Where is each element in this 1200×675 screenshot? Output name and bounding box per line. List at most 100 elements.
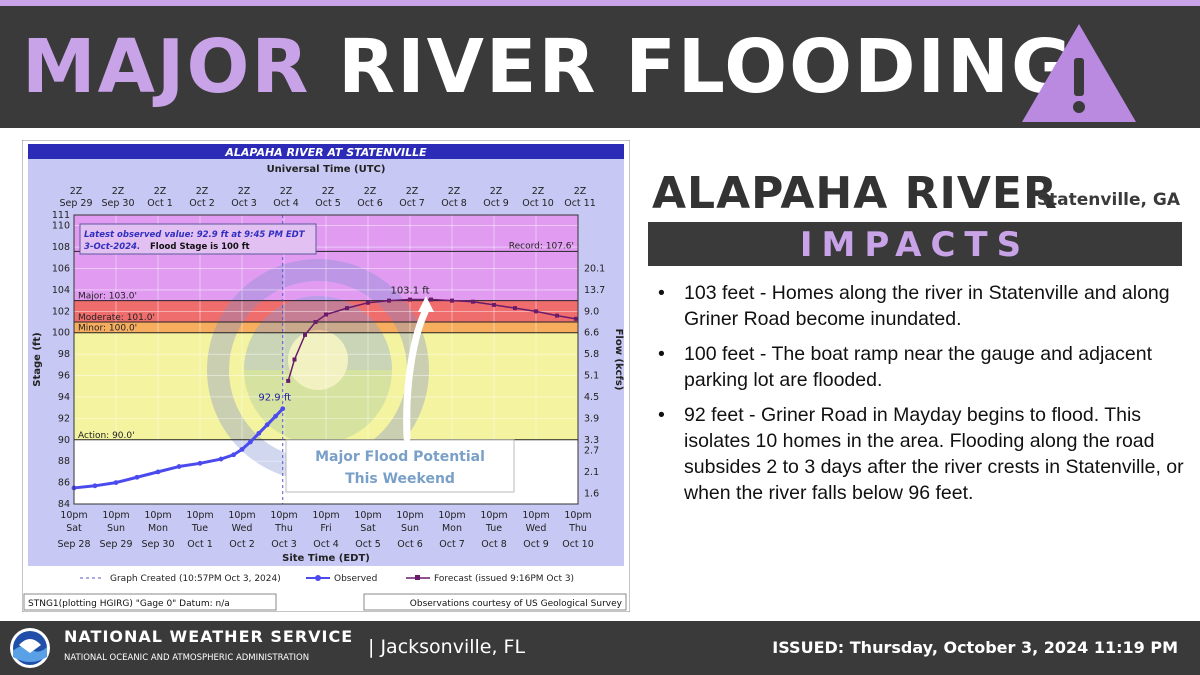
top-tick-date: Oct 1 [147, 198, 173, 209]
x-tick-day: Sat [360, 523, 376, 534]
legend-forecast: Forecast (issued 9:16PM Oct 3) [434, 574, 574, 584]
callout-arrow [403, 308, 429, 442]
forecast-point [534, 309, 538, 314]
parent-agency: NATIONAL OCEANIC AND ATMOSPHERIC ADMINIS… [64, 653, 310, 663]
top-axis-band [28, 159, 624, 215]
datum-note: STNG1(plotting HGIRG) "Gage 0" Datum: n/… [28, 599, 230, 609]
y2-tick-label: 2.7 [584, 445, 599, 456]
top-tick-hour: 2Z [406, 186, 419, 197]
x-tick-day: Tue [191, 523, 208, 534]
x-tick-day: Sat [66, 523, 82, 534]
x-tick-date: Sep 30 [141, 539, 174, 550]
x-tick-day: Thu [274, 523, 293, 534]
y-tick-label: 94 [58, 392, 70, 403]
forecast-point [292, 357, 297, 362]
forecast-point [303, 332, 307, 337]
y2-tick-label: 13.7 [584, 285, 605, 296]
x-tick-date: Oct 10 [562, 539, 594, 550]
issued-value: Thursday, October 3, 2024 11:19 PM [849, 638, 1178, 657]
top-tick-date: Oct 10 [522, 198, 554, 209]
x-tick-time: 10pm [60, 510, 87, 521]
y2-tick-label: 9.0 [584, 306, 599, 317]
plot-border [73, 214, 579, 505]
x-tick-date: Oct 8 [481, 539, 507, 550]
x-tick-time: 10pm [354, 510, 381, 521]
x-tick-time: 10pm [312, 510, 339, 521]
issued-label: ISSUED: [772, 638, 845, 657]
hydrograph-panel: ALAPAHA RIVER AT STATENVILLE Universal T… [21, 139, 631, 613]
callout-arrowhead [418, 296, 434, 312]
headline-rest: RIVER FLOODING [338, 24, 1074, 110]
footer-bar: NATIONAL WEATHER SERVICE NATIONAL OCEANI… [0, 621, 1200, 675]
observed-value-label: 92.9 ft [258, 393, 291, 404]
top-accent-line [0, 0, 1200, 6]
gauge-location: Statenville, GA [1036, 190, 1180, 210]
forecast-point [387, 298, 391, 303]
y-tick-label: 102 [52, 306, 70, 317]
top-tick-hour: 2Z [280, 186, 293, 197]
x-tick-date: Oct 6 [397, 539, 423, 550]
top-tick-hour: 2Z [448, 186, 461, 197]
top-tick-hour: 2Z [112, 186, 125, 197]
x-tick-day: Sun [107, 523, 125, 534]
top-tick-date: Oct 8 [441, 198, 467, 209]
forecast-point [286, 378, 291, 383]
x-tick-day: Fri [320, 523, 331, 534]
left-axis-band [28, 215, 74, 515]
chart-title: ALAPAHA RIVER AT STATENVILLE [224, 146, 427, 159]
latest-value-line2a: 3-Oct-2024. [84, 242, 140, 252]
forecast-point [408, 297, 412, 302]
latest-value-line1: Latest observed value: 92.9 ft at 9:45 P… [84, 230, 306, 240]
y2-tick-label: 4.5 [584, 392, 599, 403]
callout-line1: Major Flood Potential [315, 449, 485, 465]
record-label: Record: 107.6' [509, 241, 574, 251]
y2-tick-label: 2.1 [584, 467, 599, 478]
x-tick-time: 10pm [522, 510, 549, 521]
bottom-axis-band [28, 504, 624, 566]
y2-tick-label: 3.3 [584, 435, 599, 446]
right-axis-band [578, 215, 624, 515]
y2-tick-label: 3.9 [584, 413, 599, 424]
forecast-point [313, 320, 318, 325]
y-tick-label: 98 [58, 349, 70, 360]
x-tick-time: 10pm [186, 510, 213, 521]
x-tick-day: Sun [401, 523, 419, 534]
top-tick-date: Oct 4 [273, 198, 299, 209]
x-tick-date: Oct 9 [523, 539, 549, 550]
y2-tick-label: 20.1 [584, 264, 605, 275]
y2-tick-label: 5.1 [584, 371, 599, 382]
x-tick-time: 10pm [144, 510, 171, 521]
y-tick-label: 96 [58, 371, 70, 382]
top-axis-label: Universal Time (UTC) [267, 164, 386, 175]
x-tick-date: Sep 29 [99, 539, 132, 550]
x-tick-date: Oct 2 [229, 539, 255, 550]
x-tick-time: 10pm [564, 510, 591, 521]
x-tick-time: 10pm [438, 510, 465, 521]
observed-point [231, 452, 237, 458]
top-tick-hour: 2Z [70, 186, 83, 197]
river-heading: ALAPAHA RIVER Statenville, GA [648, 168, 1188, 219]
legend-observed: Observed [334, 574, 377, 584]
x-tick-time: 10pm [480, 510, 507, 521]
y2-tick-label: 5.8 [584, 349, 599, 360]
top-tick-hour: 2Z [196, 186, 209, 197]
impacts-header: IMPACTS [648, 222, 1182, 266]
top-tick-date: Oct 3 [231, 198, 257, 209]
impacts-title: IMPACTS [799, 225, 1031, 265]
flood-level-label: Major: 103.0' [78, 292, 137, 302]
latest-value-box [79, 223, 317, 255]
observed-point [256, 430, 262, 436]
impact-item: 103 feet - Homes along the river in Stat… [654, 280, 1190, 332]
flood-stage-note: Flood Stage is 100 ft [150, 242, 250, 252]
forecast-point [471, 299, 475, 304]
chart-title-bar [28, 144, 624, 159]
x-tick-day: Wed [232, 523, 253, 534]
y-tick-label: 106 [52, 264, 70, 275]
x-tick-day: Wed [526, 523, 547, 534]
observed-point [155, 469, 161, 475]
observed-point [92, 483, 98, 489]
y2-tick-label: 1.6 [584, 488, 599, 499]
x-tick-day: Tue [485, 523, 502, 534]
issued-time: ISSUED: Thursday, October 3, 2024 11:19 … [772, 638, 1178, 657]
top-tick-date: Oct 7 [399, 198, 425, 209]
